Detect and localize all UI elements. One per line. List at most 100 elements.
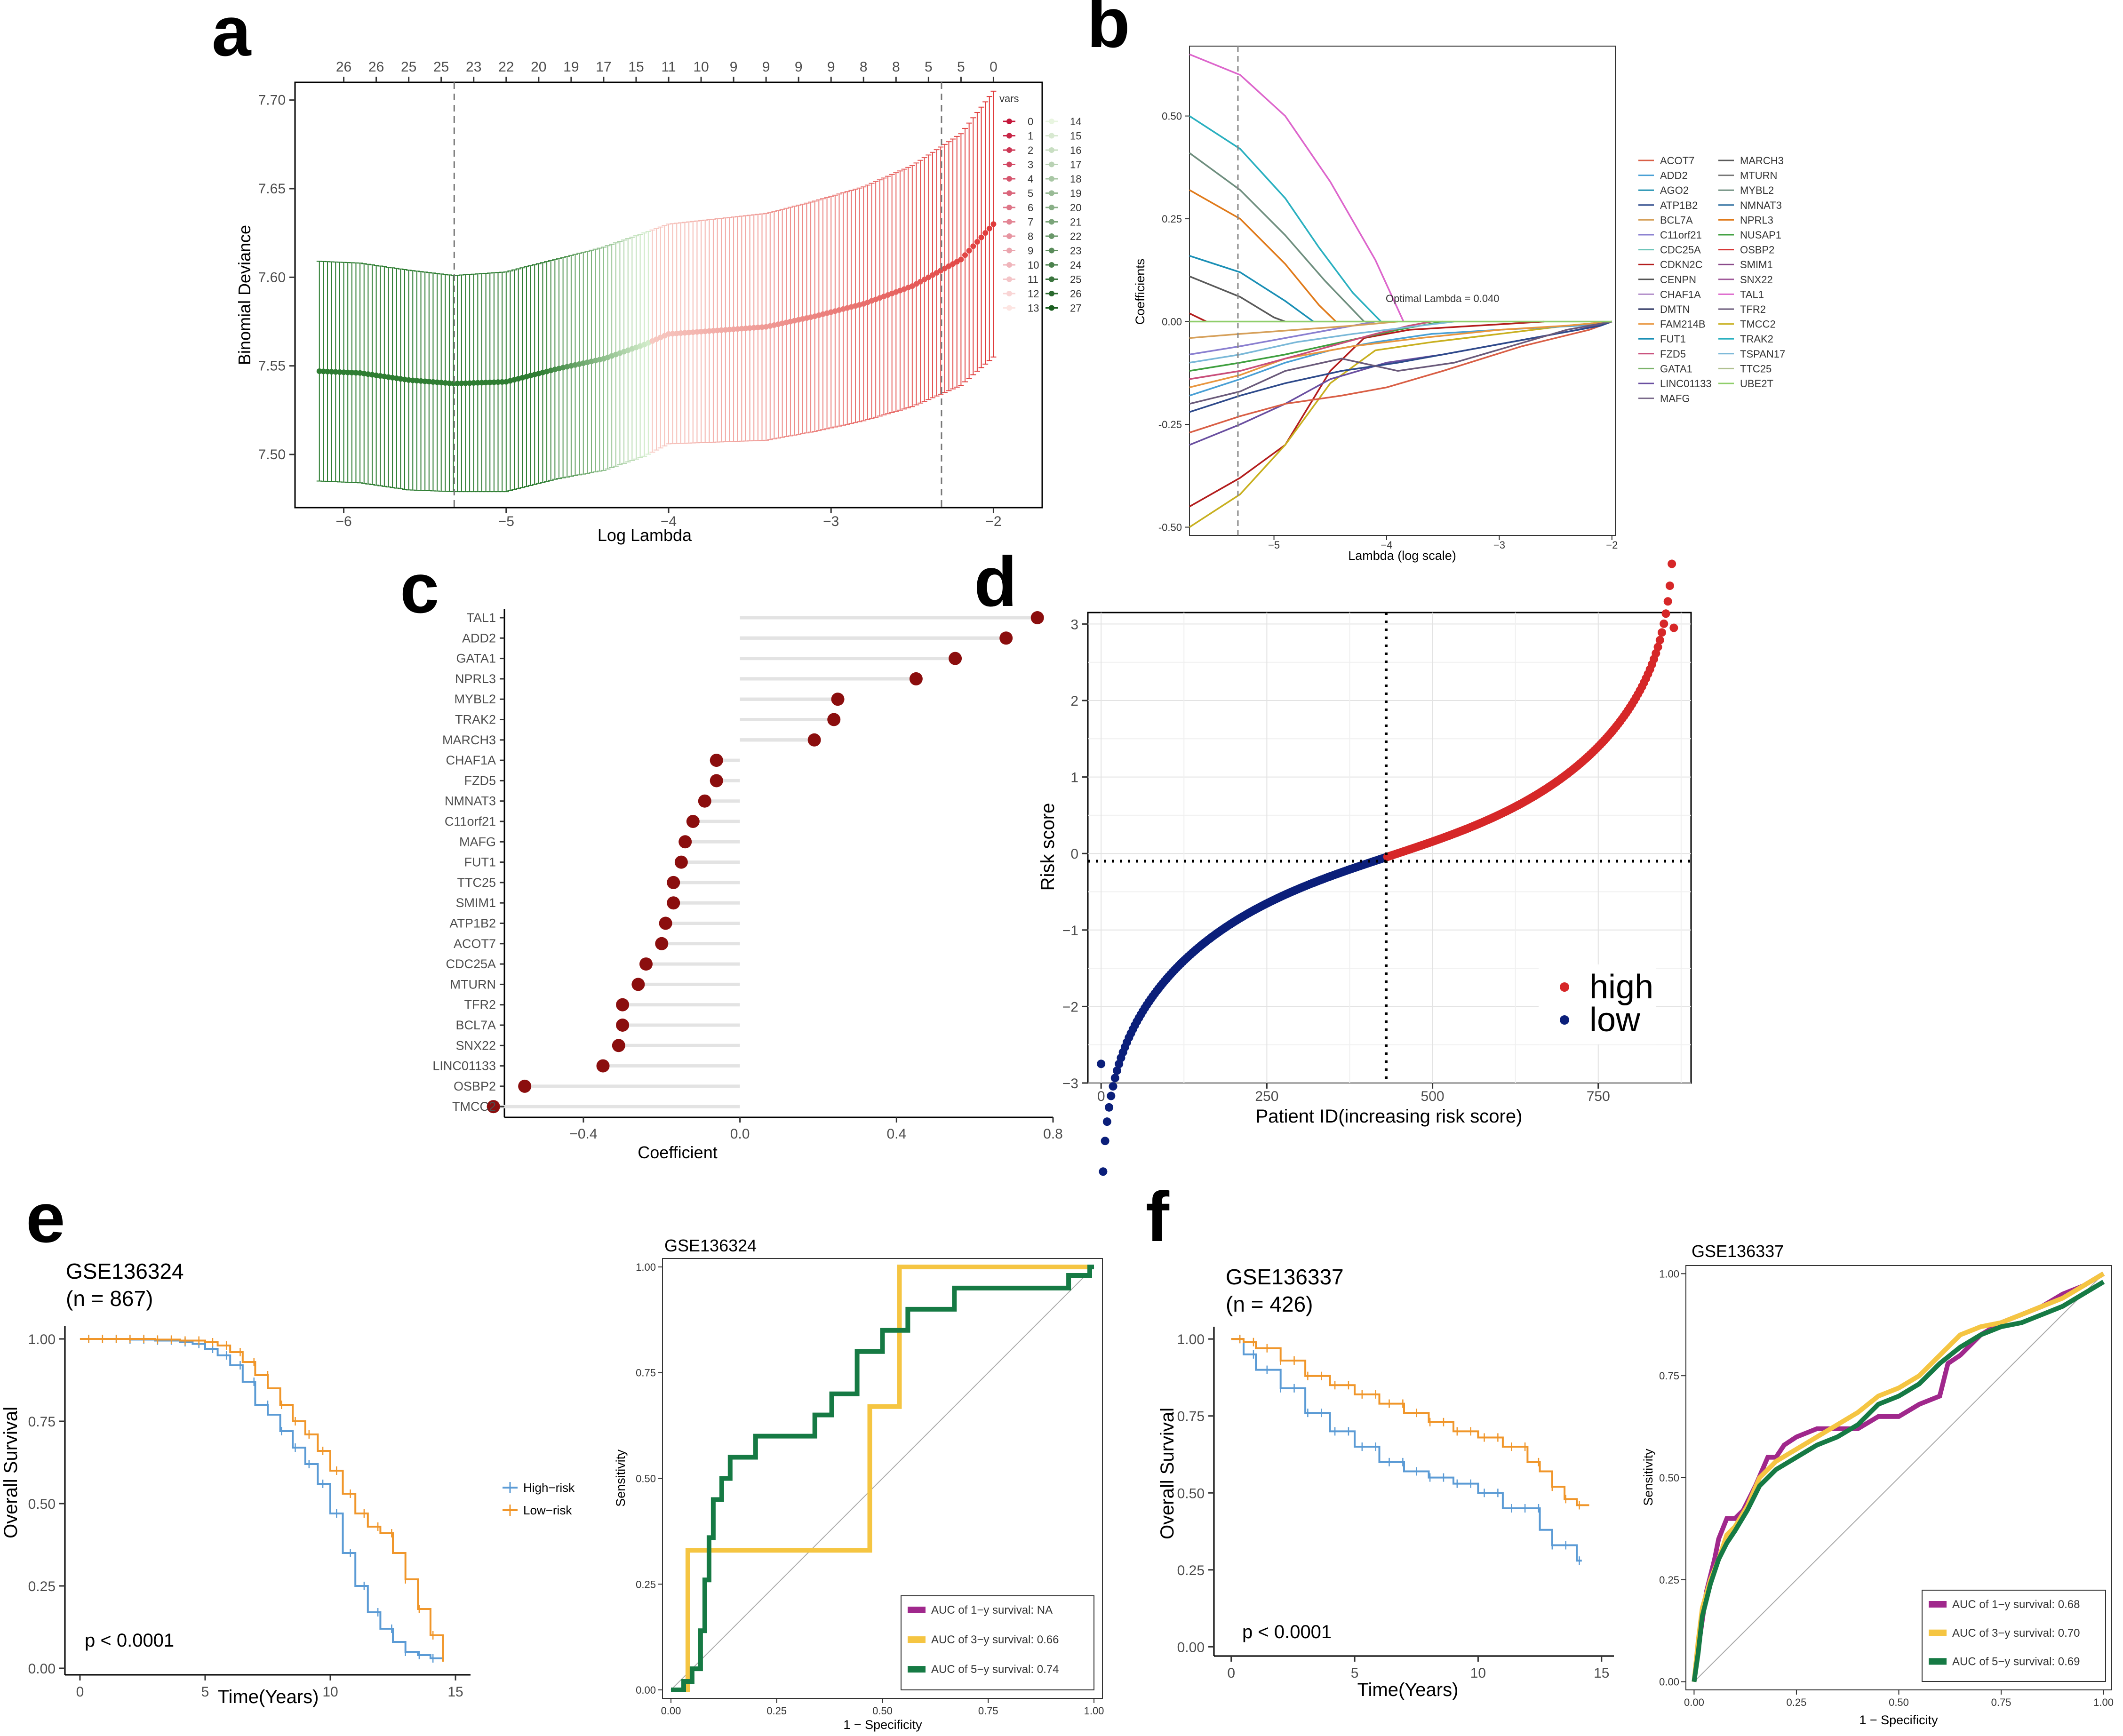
- panel-c-gene-label: MARCH3: [442, 733, 496, 747]
- panel-a-top-tick-label: 9: [827, 59, 835, 75]
- panel-d-y-tick-label: 3: [1070, 617, 1078, 632]
- panel-b-legend-label: MYBL2: [1740, 184, 1774, 196]
- panel-a-curve-point: [336, 369, 343, 375]
- panel-a-legend: vars012345678910111213141516171819202122…: [999, 93, 1081, 314]
- panel-b-coef-path: [1189, 320, 1432, 380]
- panel-e-km-y-tick-label: 1.00: [28, 1332, 56, 1347]
- panel-b-y-tick-label: -0.25: [1158, 419, 1182, 430]
- panel-a-legend-swatch: [1049, 147, 1054, 153]
- panel-a-legend-swatch: [1049, 233, 1054, 239]
- panel-a-curve-point: [751, 325, 757, 331]
- panel-e-roc-y-tick-label: 0.50: [636, 1473, 656, 1485]
- panel-e-km-curves: [80, 1335, 444, 1663]
- panel-f-roc-legend: AUC of 1−y survival: 0.68 AUC of 3−y surv…: [1922, 1590, 2106, 1682]
- panel-a-curve-point: [430, 379, 436, 385]
- panel-a-legend-swatch: [1006, 161, 1012, 167]
- panel-f-roc-curves: [1692, 1272, 2105, 1682]
- panel-c-point: [667, 876, 680, 889]
- panel-f-km-y-tick-label: 0.25: [1177, 1563, 1205, 1578]
- panel-a-legend-label: 0: [1028, 116, 1033, 127]
- panel-c-gene-label: SNX22: [455, 1038, 496, 1052]
- panel-a-legend-label: 13: [1028, 303, 1039, 314]
- panel-b-legend-label: MARCH3: [1740, 155, 1784, 167]
- panel-c-gene-label: TTC25: [457, 876, 496, 890]
- panel-f-km-subtitle: (n = 426): [1226, 1292, 1313, 1316]
- panel-f-km-ylabel: Overall Survival: [1157, 1408, 1178, 1539]
- panel-b-legend-label: FAM214B: [1660, 319, 1706, 330]
- panel-d-x-tick-label: 750: [1587, 1089, 1610, 1104]
- panel-b-legend-label: TMCC2: [1740, 319, 1776, 330]
- panel-b-coef-path: [1189, 152, 1365, 322]
- panel-a-curve-point: [734, 326, 741, 332]
- panel-a-curve-point: [487, 379, 493, 385]
- panel-d-y-tick-label: 2: [1070, 693, 1078, 709]
- panel-d-point: [1101, 1137, 1109, 1146]
- panel-a-curve-point: [491, 379, 497, 385]
- panel-a-curve-point: [958, 256, 964, 263]
- panel-a-top-tick-label: 9: [795, 59, 803, 75]
- panel-c-point: [909, 672, 923, 685]
- panel-c-point: [655, 937, 669, 950]
- panel-a-curve-point: [974, 239, 980, 245]
- panel-e-roc-x-tick-label: 0.25: [766, 1705, 787, 1717]
- panel-a-curve-point: [666, 331, 671, 337]
- panel-f-roc-y-tick-label: 0.50: [1659, 1472, 1679, 1484]
- panel-a-top-tick-label: 19: [563, 59, 579, 75]
- panel-e-roc-legend-label: AUC of 5−y survival: 0.74: [931, 1663, 1059, 1676]
- panel-e-roc-title: GSE136324: [664, 1236, 757, 1255]
- panel-e-legend-high: High−risk: [523, 1481, 575, 1495]
- panel-c-gene-label: FUT1: [464, 855, 496, 869]
- panel-a-cv-chart: −6 −5 −4 −3 −2 7.507.557.607.657.70 26 26 25 25…: [235, 59, 1081, 545]
- panel-e-roc-x-ticks: 0.00 0.25 0.50 0.75 1.00: [661, 1698, 1104, 1717]
- panel-b-legend-label: UBE2T: [1740, 378, 1773, 390]
- panel-c-point: [827, 713, 841, 726]
- panel-b-legend-label: C11orf21: [1660, 229, 1702, 241]
- panel-a-deviance-curve: [316, 221, 997, 387]
- panel-b-legend-label: CENPN: [1660, 274, 1696, 286]
- panel-a-legend-swatch: [1049, 133, 1054, 139]
- panel-e-km-ylabel: Overall Survival: [0, 1407, 21, 1538]
- panel-a-legend-label: 12: [1028, 288, 1039, 300]
- panel-a-curve-point: [328, 369, 335, 375]
- panel-c-point: [596, 1059, 610, 1073]
- panel-a-curve-point: [759, 324, 765, 330]
- panel-c-gene-label: OSBP2: [454, 1079, 496, 1093]
- panel-a-legend-label: 6: [1028, 202, 1033, 214]
- panel-e-km-curve: [80, 1338, 444, 1662]
- panel-f-km-xlabel: Time(Years): [1357, 1680, 1459, 1700]
- panel-b-y-tick-label: -0.50: [1158, 522, 1182, 534]
- panel-a-legend-swatch: [1049, 291, 1054, 296]
- panel-f-roc-title: GSE136337: [1692, 1242, 1784, 1261]
- panel-d-point: [1107, 1091, 1116, 1100]
- panel-d-point: [1105, 1103, 1114, 1112]
- panel-c-gene-label: NMNAT3: [445, 794, 496, 808]
- panel-a-legend-label: 21: [1070, 216, 1081, 228]
- panel-b-legend-label: TTC25: [1740, 363, 1772, 374]
- panel-b-coef-path: [1189, 320, 1612, 389]
- panel-a-curve-point: [706, 328, 712, 334]
- panel-f-roc-ylabel: Sensitivity: [1641, 1449, 1655, 1506]
- panel-f-km-y-tick-label: 0.50: [1177, 1486, 1205, 1501]
- panel-a-curve-point: [726, 326, 733, 333]
- panel-a-legend-label: 25: [1070, 274, 1081, 286]
- panel-f-km-title: GSE136337: [1226, 1265, 1344, 1289]
- panel-a-top-tick-label: 25: [433, 59, 449, 75]
- panel-a-curve-point: [426, 379, 432, 385]
- panel-d-point: [1110, 1074, 1119, 1083]
- panel-e-roc-curve: [671, 1265, 1094, 1692]
- panel-e-km-subtitle: (n = 867): [66, 1286, 153, 1311]
- panel-b-y-tick-label: 0.00: [1162, 316, 1182, 328]
- panel-c-point: [616, 1019, 630, 1032]
- panel-a-curve-point: [702, 328, 708, 334]
- panel-a-legend-swatch: [1006, 176, 1012, 182]
- panel-a-curve-point: [455, 381, 461, 387]
- panel-a-legend-swatch: [1006, 276, 1012, 282]
- panel-a-legend-swatch: [1049, 276, 1054, 282]
- panel-a-top-tick-label: 0: [990, 59, 998, 75]
- panel-b-legend-label: NPRL3: [1740, 214, 1773, 226]
- panel-a-curve-point: [438, 380, 444, 386]
- panel-label-d: d: [974, 542, 1017, 621]
- panel-c-lollipops: TAL1 ADD2 GATA1 NPRL3 MYBL2 TRAK2 MARCH3 CHAF1A…: [432, 609, 1053, 1118]
- panel-a-legend-label: 4: [1028, 173, 1033, 185]
- panel-a-legend-swatch: [1006, 305, 1012, 311]
